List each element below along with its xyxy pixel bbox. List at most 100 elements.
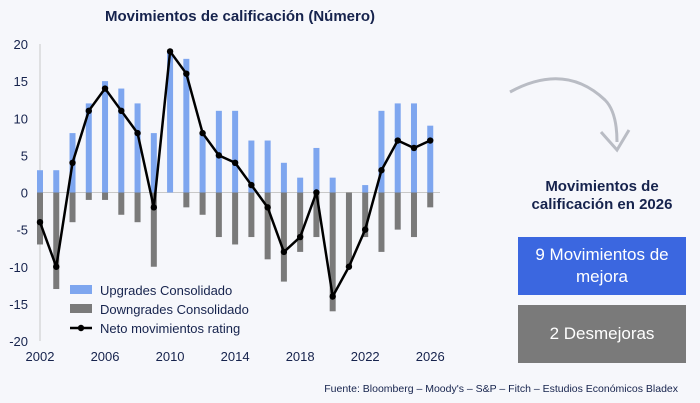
y-tick-label: -10 [9,260,28,275]
upgrade-bar [329,177,336,193]
net-point [296,233,304,241]
chart-title: Movimientos de calificación (Número) [104,8,376,25]
upgrade-bar [183,58,190,193]
downgrade-bar [183,192,190,208]
y-tick-label: -20 [9,334,28,349]
x-tick-label: 2022 [351,349,380,364]
upgrade-bar [118,88,125,193]
net-point [36,219,44,226]
curved-arrow-icon [509,77,631,153]
y-tick-label: -15 [9,297,28,312]
downgrade-bar [264,192,271,260]
net-point [150,204,158,211]
net-point [101,85,109,92]
downgrade-bar [362,192,369,238]
x-tick-label: 2026 [416,349,445,364]
downgrade-bar [280,192,287,282]
downgrade-bar [102,192,109,200]
legend-swatch [70,304,92,313]
net-point [85,107,92,115]
y-tick-label: 10 [14,111,28,126]
downgrade-bar [85,192,92,200]
legend-label: Upgrades Consolidado [100,283,232,298]
net-point [410,144,418,152]
upgrade-bar [150,133,157,193]
downgrade-bar [53,192,60,290]
legend-marker [77,324,85,332]
downgrade-bar [199,192,206,215]
downgrade-bar [427,192,434,208]
legend-swatch [70,285,92,294]
upgrade-bar [378,110,385,193]
net-point [69,159,76,166]
downgrade-bar [37,192,43,245]
upgrade-bar [280,162,287,193]
legend-label: Downgrades Consolidado [100,302,249,317]
y-tick-label: 20 [14,37,28,52]
upgrade-bar [134,103,141,193]
net-point [134,129,141,137]
net-point [345,263,353,270]
net-point [264,204,271,211]
net-point [313,189,320,196]
net-point [166,48,174,55]
upgrade-bar [37,170,43,193]
net-point [280,248,288,256]
x-tick-label: 2018 [286,349,315,364]
upgrade-bar [199,133,206,193]
x-tick-label: 2002 [26,349,55,364]
net-point [199,129,206,137]
downgrade-bar [410,192,417,238]
upgrade-bar [427,125,434,193]
upgrade-bar [313,147,320,193]
net-point [329,293,336,300]
downgrade-bar [313,192,320,238]
upgrades-summary-box: 9 Movimientos de mejora [518,237,686,295]
source-note: Fuente: Bloomberg – Moody's – S&P – Fitc… [324,383,678,395]
x-tick-label: 2006 [91,349,120,364]
downgrades-summary-box: 2 Desmejoras [518,305,686,363]
net-point [248,181,255,189]
downgrade-bar [232,192,239,245]
y-tick-label: 0 [21,186,28,201]
downgrade-bar [329,192,336,312]
upgrade-bar [394,103,401,193]
y-tick-label: 15 [14,74,28,89]
upgrade-bar [102,81,109,193]
downgrade-bar [297,192,304,252]
y-tick-label: 5 [21,148,28,163]
upgrade-bar [264,140,271,193]
downgrade-bar [345,192,352,267]
downgrade-bar [118,192,125,215]
downgrade-bar [150,192,157,267]
upgrade-bar [362,185,369,193]
net-point [231,159,239,166]
y-tick-label: -5 [16,223,28,238]
upgrade-bar [53,170,60,193]
upgrade-bar [215,110,222,193]
downgrade-bar [69,192,76,223]
net-point [53,263,60,270]
downgrade-bar [134,192,141,223]
net-point [427,137,434,144]
net-point [183,70,190,77]
upgrade-bar [248,140,255,193]
legend-label: Neto movimientos rating [100,321,240,336]
upgrade-bar [167,51,174,193]
net-point [118,107,125,115]
net-point [378,167,385,174]
upgrade-bar [297,177,304,193]
downgrade-bar [215,192,222,238]
downgrade-bar [394,192,401,230]
net-point [215,152,223,159]
downgrade-bar [378,192,385,252]
downgrade-bar [248,192,255,238]
net-point [362,226,369,233]
x-tick-label: 2014 [221,349,250,364]
upgrade-bar [232,110,239,193]
x-tick-label: 2010 [156,349,185,364]
net-point [394,137,401,144]
summary-title: Movimientos de calificación en 2026 [531,178,673,213]
upgrade-bar [85,103,92,193]
